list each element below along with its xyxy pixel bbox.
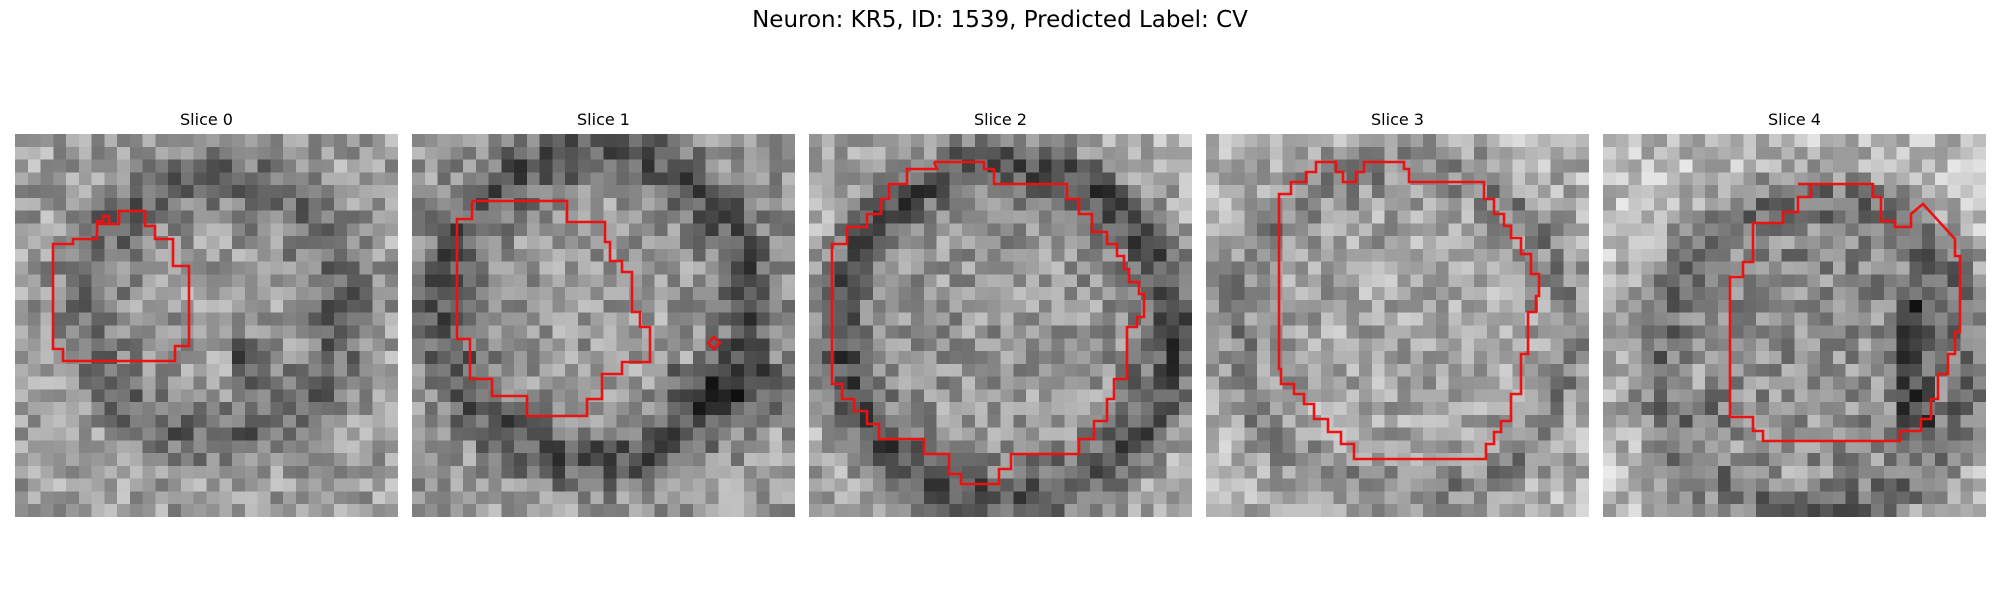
slice-image bbox=[15, 134, 398, 517]
slice-panel-4: Slice 4 bbox=[1603, 110, 1986, 517]
slice-image bbox=[809, 134, 1192, 517]
slice-image bbox=[412, 134, 795, 517]
slice-title: Slice 1 bbox=[577, 110, 630, 129]
slice-image bbox=[1603, 134, 1986, 517]
segmentation-contour bbox=[455, 199, 722, 418]
slice-panel-0: Slice 0 bbox=[15, 110, 398, 517]
slice-panel-3: Slice 3 bbox=[1206, 110, 1589, 517]
slice-title: Slice 3 bbox=[1371, 110, 1424, 129]
slice-panel-1: Slice 1 bbox=[412, 110, 795, 517]
slice-title: Slice 0 bbox=[180, 110, 233, 129]
segmentation-contour bbox=[51, 209, 191, 363]
segmentation-contour bbox=[1277, 160, 1541, 461]
slice-title: Slice 2 bbox=[974, 110, 1027, 129]
slice-panel-2: Slice 2 bbox=[809, 110, 1192, 517]
slice-title: Slice 4 bbox=[1768, 110, 1821, 129]
segmentation-contour bbox=[830, 160, 1146, 486]
figure-title: Neuron: KR5, ID: 1539, Predicted Label: … bbox=[752, 7, 1248, 33]
segmentation-contour bbox=[1728, 182, 1962, 443]
slice-image bbox=[1206, 134, 1589, 517]
